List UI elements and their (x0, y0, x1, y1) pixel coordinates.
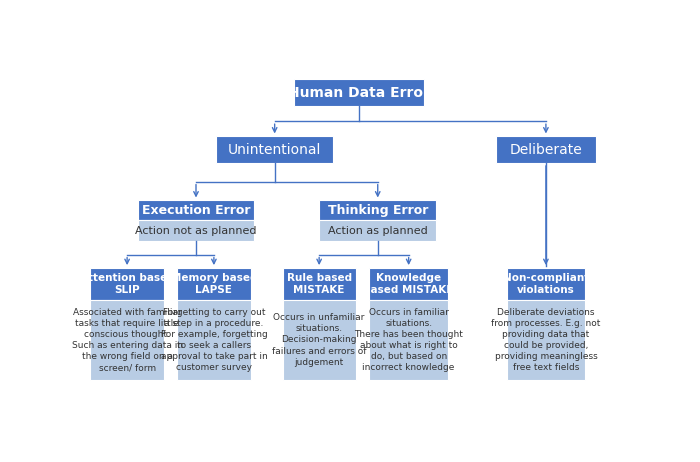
Text: Unintentional: Unintentional (228, 143, 321, 157)
Text: Memory based
LAPSE: Memory based LAPSE (171, 273, 257, 295)
Text: Action not as planned: Action not as planned (135, 225, 257, 236)
Text: Human Data Error: Human Data Error (288, 86, 430, 100)
FancyBboxPatch shape (283, 300, 356, 380)
FancyBboxPatch shape (294, 79, 424, 106)
FancyBboxPatch shape (138, 201, 254, 220)
Text: Deliberate deviations
from processes. E.g. not
providing data that
could be prov: Deliberate deviations from processes. E.… (491, 308, 601, 372)
Text: Occurs in unfamiliar
situations.
Decision-making
failures and errors of
judgemen: Occurs in unfamiliar situations. Decisio… (272, 313, 366, 367)
Text: Knowledge
based MISTAKE: Knowledge based MISTAKE (363, 273, 454, 295)
FancyBboxPatch shape (90, 300, 164, 380)
Text: Action as planned: Action as planned (328, 225, 428, 236)
FancyBboxPatch shape (370, 300, 448, 380)
Text: Rule based
MISTAKE: Rule based MISTAKE (286, 273, 351, 295)
Text: Non-compliant
violations: Non-compliant violations (503, 273, 589, 295)
FancyBboxPatch shape (319, 201, 436, 220)
Text: Attention based
SLIP: Attention based SLIP (80, 273, 174, 295)
Text: Execution Error: Execution Error (141, 204, 251, 217)
FancyBboxPatch shape (90, 268, 164, 300)
Text: Forgetting to carry out
a step in a procedure.
For example, forgetting
to seek a: Forgetting to carry out a step in a proc… (160, 308, 267, 372)
FancyBboxPatch shape (138, 220, 254, 241)
FancyBboxPatch shape (507, 300, 585, 380)
FancyBboxPatch shape (370, 268, 448, 300)
FancyBboxPatch shape (177, 300, 251, 380)
FancyBboxPatch shape (496, 136, 596, 163)
FancyBboxPatch shape (507, 268, 585, 300)
Text: Thinking Error: Thinking Error (328, 204, 428, 217)
Text: Occurs in familiar
situations.
There has been thought
about what is right to
do,: Occurs in familiar situations. There has… (354, 308, 463, 372)
Text: Deliberate: Deliberate (510, 143, 582, 157)
Text: Associated with familiar
tasks that require little
conscious thought.
Such as en: Associated with familiar tasks that requ… (71, 308, 183, 372)
FancyBboxPatch shape (177, 268, 251, 300)
FancyBboxPatch shape (283, 268, 356, 300)
FancyBboxPatch shape (216, 136, 333, 163)
FancyBboxPatch shape (319, 220, 436, 241)
